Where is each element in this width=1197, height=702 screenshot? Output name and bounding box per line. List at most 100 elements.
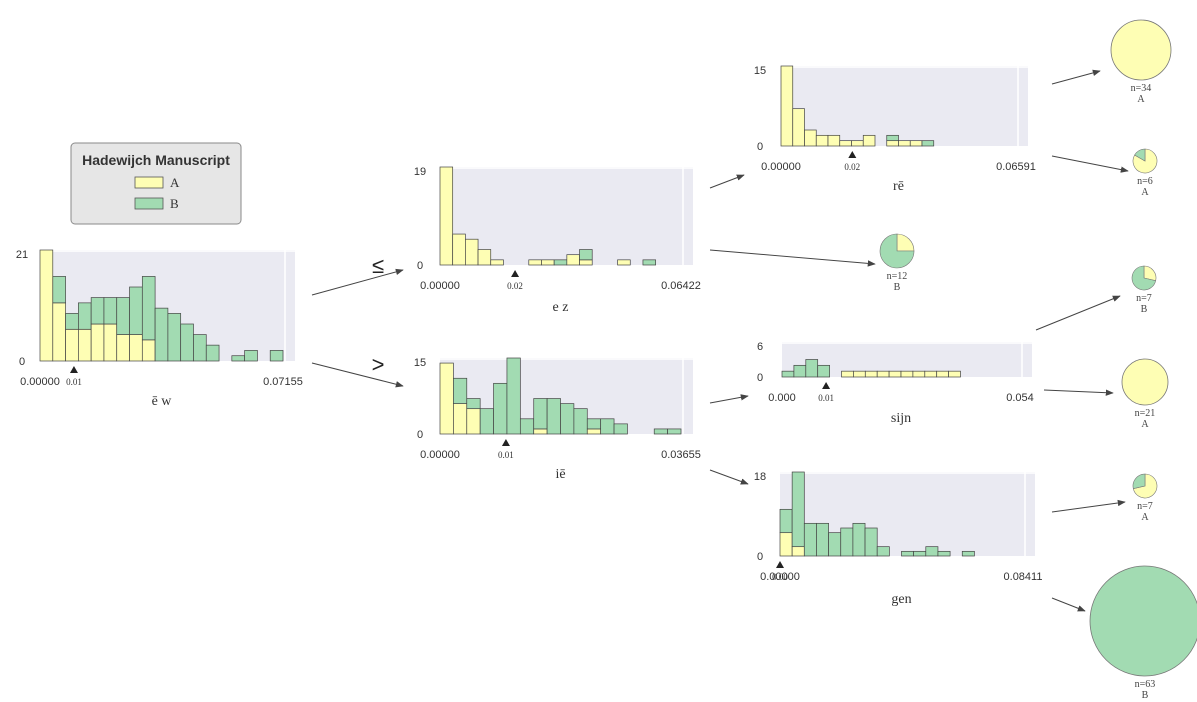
bar-a-10 — [898, 140, 911, 147]
bar-b-2 — [466, 398, 481, 410]
bar-a-2 — [465, 238, 479, 266]
split-value-label: 0.02 — [507, 281, 523, 291]
split-marker — [511, 270, 520, 277]
bar-b-13 — [937, 550, 951, 557]
bar-b-2 — [803, 522, 817, 557]
split-operator-gt: > — [372, 352, 385, 377]
y-tick-label-max: 19 — [414, 166, 426, 178]
bar-a-1 — [791, 546, 805, 557]
leaf-leaf-4: n=7B — [1131, 265, 1157, 315]
y-tick-label-max: 15 — [754, 65, 766, 77]
legend: Hadewijch Manuscript A B — [70, 142, 242, 225]
leaf-leaf-1: n=34A — [1110, 19, 1172, 105]
bar-b-8 — [546, 398, 561, 435]
bar-a-8 — [141, 339, 156, 362]
bar-a-2 — [65, 328, 79, 362]
leaf-leaf-5: n=21A — [1121, 358, 1169, 430]
bar-b-4 — [90, 297, 105, 325]
feature-label: ē w — [152, 394, 173, 409]
bar-b-9 — [560, 403, 575, 435]
bar-b-1 — [453, 377, 468, 404]
split-marker — [776, 561, 784, 568]
edge-to-leaf7 — [1051, 597, 1086, 612]
bar-a-3 — [78, 328, 92, 362]
y-tick-label-min: 0 — [757, 141, 763, 153]
bar-a-0 — [779, 532, 793, 557]
edge-to-leaf1 — [1051, 69, 1101, 85]
bar-b-15 — [231, 355, 245, 362]
pie-slice-a — [896, 233, 915, 252]
bar-a-1 — [453, 403, 468, 435]
bar-b-16 — [653, 428, 668, 435]
bar-a-12 — [924, 370, 938, 378]
bar-b-12 — [193, 334, 207, 362]
split-value-label: 0.00 — [772, 572, 788, 582]
legend-swatch-b — [134, 197, 164, 210]
bar-b-3 — [817, 364, 830, 378]
bar-a-1 — [52, 302, 66, 362]
x-tick-label-max: 0.08411 — [1004, 571, 1043, 583]
bar-b-12 — [600, 418, 615, 435]
pie-slice-b — [879, 233, 915, 269]
bar-b-7 — [129, 286, 143, 335]
bar-a-5 — [103, 323, 118, 362]
y-tick-label-min: 0 — [757, 551, 763, 563]
edge-to-leaf2 — [1051, 155, 1129, 173]
bar-a-7 — [129, 334, 143, 362]
y-tick-label-max: 21 — [16, 249, 28, 261]
split-value-label: 0.01 — [818, 393, 834, 403]
bar-a-4 — [90, 323, 105, 362]
histogram-right-right: 0 18 0.00000 0.08411 0.00 gen — [754, 471, 1043, 607]
bar-a-10 — [566, 254, 580, 266]
tree-edges — [311, 69, 1129, 612]
leaf-count-label: n=7 — [1136, 293, 1152, 304]
bar-b-2 — [805, 359, 819, 378]
edge-to-leaf5 — [1043, 389, 1114, 396]
x-tick-label-max: 0.06591 — [996, 161, 1036, 173]
bar-b-0 — [779, 508, 793, 534]
leaf-count-label: n=6 — [1137, 176, 1153, 187]
x-tick-label-min: 0.00000 — [420, 280, 460, 292]
feature-label: rē — [893, 179, 904, 194]
bar-b-7 — [864, 527, 878, 557]
bar-b-12 — [925, 546, 939, 557]
leaf-class-label: B — [1141, 304, 1148, 315]
histogram-root: 0 21 0.00000 0.07155 0.01 ē w — [16, 249, 303, 409]
bar-b-11 — [586, 418, 602, 430]
bar-b-2 — [65, 313, 79, 330]
bar-a-0 — [780, 65, 794, 147]
x-tick-label-min: 0.00000 — [760, 571, 800, 583]
bar-b-11 — [180, 323, 194, 362]
bar-b-3 — [479, 408, 494, 435]
bar-a-7 — [528, 259, 542, 266]
bar-b-7 — [533, 398, 548, 430]
histogram-left: 0 19 0.00000 0.06422 0.02 e z — [414, 166, 701, 315]
x-tick-label-max: 0.054 — [1006, 392, 1034, 404]
leaf-count-label: n=7 — [1137, 501, 1153, 512]
pie-slice-b — [1131, 265, 1157, 291]
leaf-leaf-2: n=6A — [1132, 148, 1158, 198]
leaf-count-label: n=34 — [1131, 83, 1152, 94]
bar-a-2 — [466, 408, 481, 435]
bar-b-16 — [244, 350, 258, 362]
bar-a-6 — [851, 140, 864, 147]
plot-background — [781, 66, 1028, 146]
edge-to-leaf6 — [1051, 499, 1126, 513]
y-tick-label-min: 0 — [417, 260, 423, 272]
plot-background — [440, 167, 693, 265]
bar-a-4 — [490, 259, 504, 266]
split-marker — [501, 439, 510, 446]
legend-label-a: A — [170, 175, 180, 190]
edge-left-leftleft — [709, 174, 745, 189]
split-marker — [822, 382, 831, 389]
split-marker — [69, 366, 78, 373]
leaf-leaf-6: n=7A — [1132, 473, 1158, 523]
bar-b-4 — [828, 532, 842, 557]
bar-b-13 — [205, 344, 220, 362]
bar-b-1 — [52, 276, 66, 304]
histogram-right: 0 15 0.00000 0.03655 0.01 iē — [414, 357, 701, 482]
bar-a-9 — [888, 370, 902, 378]
y-tick-label-min: 0 — [19, 356, 25, 368]
